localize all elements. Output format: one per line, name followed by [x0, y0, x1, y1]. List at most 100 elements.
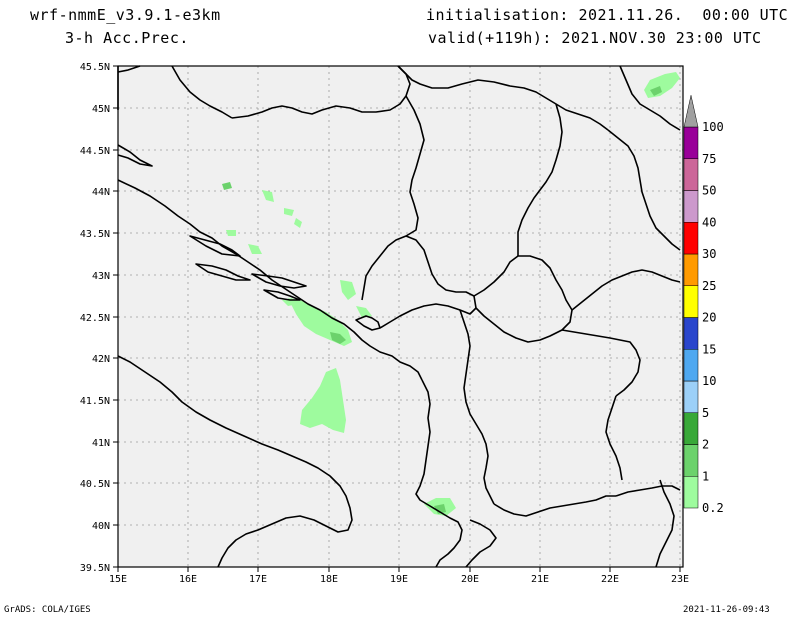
legend-swatch — [683, 444, 699, 477]
legend-swatch — [683, 380, 699, 413]
lon-label: 21E — [531, 574, 549, 585]
island-mljet — [263, 289, 301, 301]
precip-area-montenegro — [340, 280, 356, 300]
border-serbia-montenegro — [405, 235, 475, 297]
coastline-croatia-north — [171, 65, 233, 119]
lat-label: 39.5N — [80, 563, 110, 574]
lat-label: 43N — [92, 271, 110, 282]
border-kosovo — [473, 255, 573, 343]
border-croatia-hungary — [397, 65, 609, 131]
coastline-dalmatia — [117, 179, 423, 381]
legend-swatch — [683, 476, 699, 509]
legend-label: 50 — [702, 184, 716, 198]
footer-right: 2021-11-26-09:43 — [683, 605, 770, 615]
border-albania-macedonia — [459, 309, 495, 505]
lat-label: 40N — [92, 521, 110, 532]
lon-label: 16E — [179, 574, 197, 585]
legend-swatch — [683, 222, 699, 255]
lat-label: 45.5N — [80, 62, 110, 73]
legend-label: 30 — [702, 247, 716, 261]
legend-label: 15 — [702, 342, 716, 356]
legend-swatch — [683, 126, 699, 159]
legend-swatch — [683, 253, 699, 286]
legend-swatch — [683, 349, 699, 382]
map-gridlines — [118, 66, 683, 567]
precip-area-bosnia-2 — [284, 208, 294, 216]
precip-area-bosnia-3 — [294, 218, 302, 228]
border-bosnia-serbia — [361, 95, 425, 301]
legend-label: 75 — [702, 152, 716, 166]
legend-label: 25 — [702, 279, 716, 293]
border-macedonia-greece — [493, 495, 616, 517]
lon-label: 15E — [109, 574, 127, 585]
precip-area-bosnia-6 — [222, 182, 232, 190]
legend-label: 1 — [702, 469, 709, 483]
precip-area-bosnia-4 — [226, 230, 236, 236]
island-korcula — [251, 273, 307, 289]
precip-area-bosnia-5 — [248, 244, 262, 254]
lat-label: 42N — [92, 354, 110, 365]
lat-label: 43.5N — [80, 229, 110, 240]
border-bulgaria-greece — [615, 485, 681, 497]
longitude-labels: 15E 16E 17E 18E 19E 20E 21E 22E 23E — [109, 574, 689, 585]
footer-left: GrADS: COLA/IGES — [4, 605, 91, 615]
lat-label: 42.5N — [80, 313, 110, 324]
lon-label: 20E — [461, 574, 479, 585]
lon-label: 23E — [671, 574, 689, 585]
legend-label: 100 — [702, 120, 724, 134]
coastline-italy-north — [117, 65, 141, 73]
lon-label: 18E — [320, 574, 338, 585]
lon-label: 17E — [249, 574, 267, 585]
legend-label: 20 — [702, 311, 716, 325]
legend-label: 5 — [702, 406, 709, 420]
precipitation-areas — [222, 72, 680, 516]
valid-time: valid(+119h): 2021.NOV.30 23:00 UTC — [428, 29, 762, 47]
border-bulgaria-macedonia-2 — [605, 395, 623, 481]
coastline-aegean — [655, 479, 675, 568]
legend-swatch — [683, 95, 699, 128]
precip-area-romania-core — [650, 86, 662, 96]
lon-label: 19E — [390, 574, 408, 585]
lat-label: 40.5N — [80, 479, 110, 490]
latitude-labels: 45.5N 45N 44.5N 44N 43.5N 43N 42.5N 42N … — [80, 62, 110, 574]
border-serbia-bulgaria — [571, 269, 681, 311]
model-title: wrf-nmmE_v3.9.1-e3km — [30, 6, 221, 24]
legend-swatch — [683, 190, 699, 223]
field-title: 3-h Acc.Prec. — [65, 29, 189, 47]
legend-label: 2 — [702, 438, 709, 452]
border-montenegro-albania — [379, 303, 477, 329]
legend-swatch — [683, 412, 699, 445]
coastline-italy — [117, 355, 353, 568]
legend-swatch — [683, 285, 699, 318]
precip-area-bosnia-1 — [262, 190, 274, 202]
legend-label: 40 — [702, 215, 716, 229]
coastline-albania — [415, 379, 463, 568]
lon-label: 22E — [601, 574, 619, 585]
lat-label: 41.5N — [80, 396, 110, 407]
legend-swatch — [683, 158, 699, 191]
lat-label: 45N — [92, 104, 110, 115]
lat-label: 44.5N — [80, 146, 110, 157]
border-romania-east — [619, 65, 681, 131]
axis-ticks — [113, 65, 681, 572]
precip-area-croatia-small — [356, 306, 372, 318]
border-bosnia-internal — [517, 103, 563, 256]
init-time: initialisation: 2021.11.26. 00:00 UTC — [426, 6, 789, 24]
legend-label: 10 — [702, 374, 716, 388]
border-macedonia-bulgaria — [561, 329, 641, 397]
coastline-montenegro — [355, 315, 381, 331]
precip-area-dalmatia-core — [330, 332, 346, 344]
legend-label: 0.2 — [702, 501, 724, 515]
precip-area-albania-coast — [300, 368, 346, 433]
legend-swatch — [683, 317, 699, 350]
island-brac — [195, 263, 251, 281]
precip-area-greece-core — [434, 504, 446, 514]
border-serbia-romania — [607, 129, 681, 251]
lat-label: 44N — [92, 187, 110, 198]
coastline-greece — [465, 519, 497, 568]
coastline-adriatic-east — [117, 144, 153, 167]
lat-label: 41N — [92, 438, 110, 449]
island-hvar — [189, 235, 241, 257]
